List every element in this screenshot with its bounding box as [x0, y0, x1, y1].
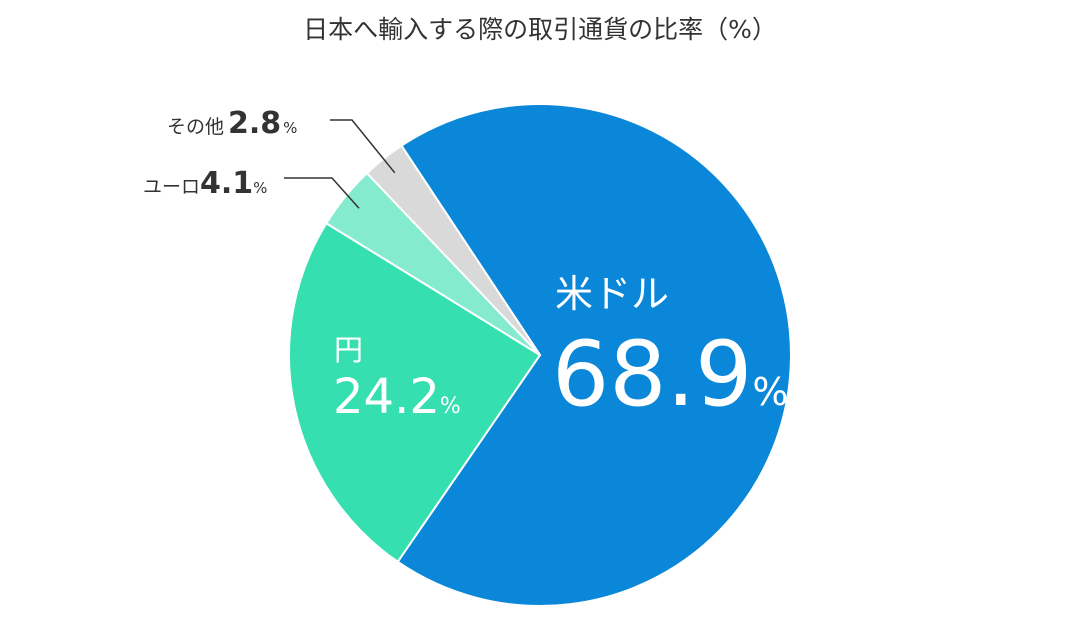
slice-jpy: [288, 221, 542, 564]
slice-value-other: 2.8: [228, 106, 281, 141]
slice-label-eur: ユーロ: [143, 176, 200, 198]
leader-lines: [284, 119, 396, 209]
slice-value-usd: 68.9%: [552, 322, 789, 427]
slice-value-jpy: 24.2%: [333, 369, 461, 425]
slice-value-usd-unit: %: [752, 370, 788, 414]
slice-usd: [396, 103, 792, 607]
slice-label-usd: 米ドル: [555, 272, 669, 316]
slice-unit-other: %: [283, 119, 297, 137]
slice-value-eur: 4.1: [200, 166, 253, 201]
slice-value-jpy-number: 24.2: [333, 369, 440, 425]
leader-line-other: [330, 119, 396, 174]
slice-value-jpy-unit: %: [440, 394, 461, 419]
chart-title: 日本へ輸入する際の取引通貨の比率（%）: [303, 15, 777, 44]
slice-unit-eur: %: [253, 179, 267, 197]
slice-value-usd-number: 68.9: [552, 322, 752, 427]
slice-label-eur-group: ユーロ4.1%: [143, 166, 267, 201]
slice-label-jpy: 円: [334, 333, 363, 367]
pie-slices: [288, 103, 792, 607]
slice-label-other: その他: [167, 116, 224, 138]
leader-line-eur: [284, 177, 360, 209]
slice-label-other-group: その他 2.8%: [167, 106, 297, 141]
